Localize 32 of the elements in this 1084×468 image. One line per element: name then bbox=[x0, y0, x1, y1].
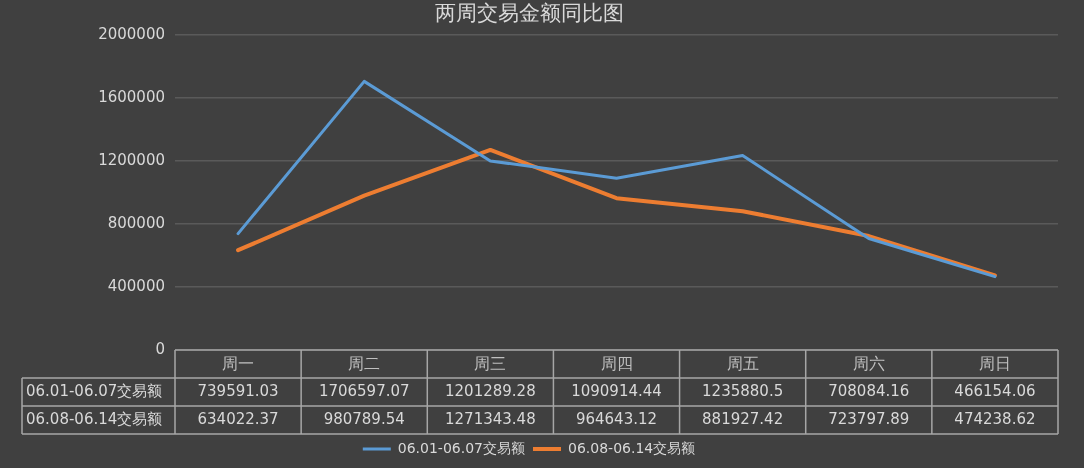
legend-label: 06.08-06.14交易额 bbox=[568, 439, 696, 456]
x-tick-label: 周五 bbox=[726, 353, 759, 373]
y-tick-label: 0 bbox=[155, 339, 165, 358]
data-label: 881927.42 bbox=[702, 409, 784, 428]
data-label: 1201289.28 bbox=[445, 381, 536, 400]
data-label: 1090914.44 bbox=[571, 381, 662, 400]
data-label: 1706597.07 bbox=[318, 381, 410, 400]
x-tick-label: 周四 bbox=[600, 353, 633, 373]
y-tick-label: 1600000 bbox=[98, 88, 165, 107]
data-label: 708084.16 bbox=[828, 381, 910, 400]
text: 06.01-06.07交易额 bbox=[26, 381, 163, 400]
y-tick-label: 400000 bbox=[107, 276, 165, 295]
data-label: 980789.54 bbox=[323, 409, 405, 428]
y-tick-label: 2000000 bbox=[98, 25, 165, 44]
legend-label: 06.01-06.07交易额 bbox=[397, 439, 526, 456]
y-tick-label: 800000 bbox=[107, 213, 165, 232]
x-tick-label: 周一 bbox=[222, 353, 255, 373]
data-label: 964643.12 bbox=[575, 409, 658, 428]
data-label: 634022.37 bbox=[197, 409, 279, 428]
data-label: 474238.62 bbox=[954, 409, 1036, 428]
y-tick-label: 1200000 bbox=[98, 151, 165, 170]
text: 06.08-06.14交易额 bbox=[26, 409, 163, 428]
chart-title: 两周交易金额同比图 bbox=[434, 1, 624, 26]
data-label: 723797.89 bbox=[828, 409, 910, 428]
x-tick-label: 周日 bbox=[978, 353, 1011, 373]
data-label: 466154.06 bbox=[954, 381, 1036, 400]
data-label: 1235880.5 bbox=[702, 381, 784, 400]
x-tick-label: 周六 bbox=[852, 353, 885, 373]
x-tick-label: 周二 bbox=[348, 353, 381, 373]
data-label: 739591.03 bbox=[197, 381, 279, 400]
data-label: 1271343.48 bbox=[445, 409, 536, 428]
x-tick-label: 周三 bbox=[474, 353, 507, 373]
